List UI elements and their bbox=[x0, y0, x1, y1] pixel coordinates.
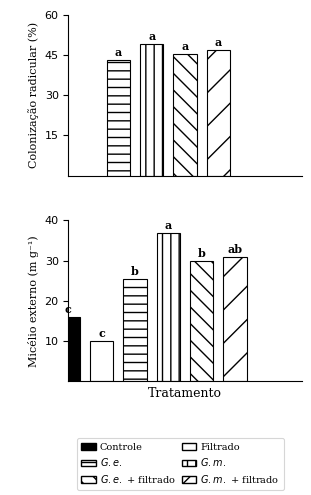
Text: b: b bbox=[198, 248, 206, 259]
Bar bbox=[190, 261, 213, 381]
Text: c: c bbox=[98, 328, 105, 339]
Text: a: a bbox=[215, 37, 222, 48]
Legend: Controle, $\it{G.e.}$, $\it{G.e.}$ + filtrado, Filtrado, $\it{G.m.}$, $\it{G.m.}: Controle, $\it{G.e.}$, $\it{G.e.}$ + fil… bbox=[77, 438, 284, 490]
Bar bbox=[174, 53, 197, 176]
Y-axis label: Colonização radicular (%): Colonização radicular (%) bbox=[28, 22, 39, 168]
Bar bbox=[223, 256, 247, 381]
X-axis label: Tratamento: Tratamento bbox=[148, 387, 222, 399]
Bar bbox=[207, 50, 230, 176]
Text: c: c bbox=[65, 304, 72, 315]
Bar bbox=[140, 45, 163, 176]
Y-axis label: Micélio externo (m g⁻¹): Micélio externo (m g⁻¹) bbox=[28, 235, 39, 367]
Bar bbox=[107, 60, 130, 176]
Bar bbox=[57, 317, 80, 381]
Text: ab: ab bbox=[227, 244, 243, 254]
Bar bbox=[157, 233, 180, 381]
Text: a: a bbox=[148, 31, 156, 42]
Text: a: a bbox=[165, 220, 172, 231]
Bar bbox=[90, 341, 114, 381]
Text: a: a bbox=[181, 41, 189, 51]
Bar bbox=[123, 279, 147, 381]
Text: a: a bbox=[115, 47, 122, 58]
Text: b: b bbox=[131, 266, 139, 277]
